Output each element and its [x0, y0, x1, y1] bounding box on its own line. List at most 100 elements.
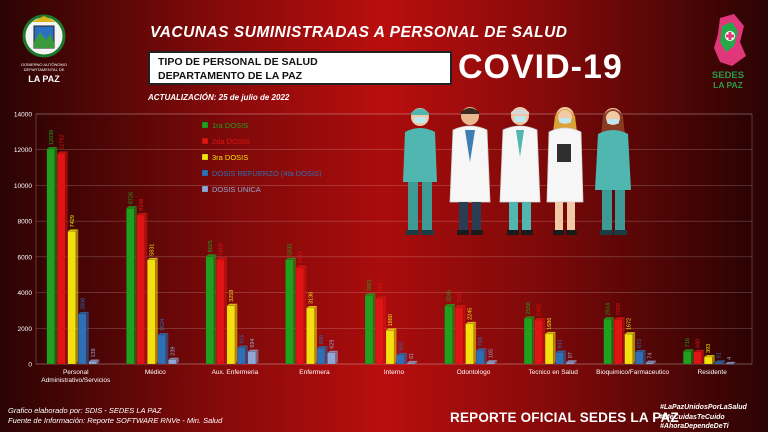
data-label: 5831 — [149, 244, 155, 256]
bar — [725, 363, 734, 365]
data-label: 61 — [409, 353, 415, 359]
data-label: 7429 — [70, 215, 76, 227]
bar-side — [224, 257, 227, 364]
bar-side — [404, 352, 407, 364]
bar — [613, 318, 623, 365]
bar-top — [476, 348, 487, 351]
y-tick-label: 10000 — [14, 183, 32, 190]
bar — [168, 359, 177, 365]
hashtag-3: #AhoraDependeDeTi — [660, 423, 729, 430]
staff-nurse-icon — [595, 108, 631, 235]
bar-side — [303, 265, 307, 364]
bar — [78, 313, 87, 365]
bar — [406, 362, 416, 365]
bar — [205, 256, 215, 365]
bar-side — [324, 346, 328, 364]
page-title: VACUNAS SUMINISTRADAS A PERSONAL DE SALU… — [150, 24, 568, 41]
bar-side — [643, 350, 646, 364]
bar — [714, 362, 723, 365]
bar-top — [205, 254, 217, 257]
bar-top — [534, 318, 546, 321]
footer-credit: Grafico elaborado por: SDIS - SEDES LA P… — [8, 406, 162, 415]
bar-side — [165, 333, 169, 364]
data-label: 393 — [706, 344, 712, 353]
logo-right-text2: LA PAZ — [713, 80, 743, 90]
data-label: 2245 — [468, 308, 474, 320]
bar-side — [234, 303, 238, 364]
bar-side — [574, 360, 577, 364]
logo-left-text1: GOBIERNO AUTÓNOMO — [21, 62, 67, 67]
bar-side — [722, 360, 726, 364]
bar — [126, 207, 135, 365]
legend-label: DOSIS UNICA — [212, 185, 261, 194]
hashtags: #LaPazUnidosPorLaSalud #MeCuidasTeCuido … — [660, 403, 747, 432]
bar — [216, 259, 225, 365]
bar-top — [524, 316, 535, 319]
bar-top — [226, 303, 238, 306]
data-label: 97 — [568, 352, 574, 358]
footer-source: Fuente de Información: Reporte SOFTWARE … — [8, 416, 223, 425]
logo-left-text3: LA PAZ — [28, 74, 60, 84]
bar-top — [136, 212, 148, 215]
bar-side — [542, 318, 546, 364]
data-label: 2558 — [526, 302, 532, 314]
bar-top — [683, 349, 694, 352]
bar-top — [566, 360, 577, 363]
bar-side — [712, 354, 715, 364]
bar-side — [701, 349, 705, 364]
legend-swatch — [201, 121, 209, 129]
bar-top — [645, 360, 657, 363]
data-label: 641 — [558, 339, 564, 348]
data-label: 890 — [319, 335, 325, 344]
data-label: 716 — [685, 338, 691, 347]
official-report-label: REPORTE OFICIAL SEDES LA PAZ — [450, 410, 679, 425]
bar-side — [653, 360, 657, 364]
bar-top — [624, 332, 636, 335]
x-tick-label: Residente — [698, 369, 728, 376]
data-label: 5835 — [287, 244, 293, 256]
staff-doctor-icon — [449, 107, 491, 235]
bar — [226, 305, 236, 365]
bar-top — [57, 151, 68, 154]
subtitle-line1: TIPO DE PERSONAL DE SALUD — [158, 56, 318, 68]
bar-top — [316, 346, 328, 349]
staff-surgeon-icon — [403, 108, 437, 235]
update-date: ACTUALIZACIÓN: 25 de julio de 2022 — [148, 93, 290, 102]
bar — [603, 318, 612, 365]
data-label: 629 — [329, 340, 335, 349]
bar-top — [126, 206, 137, 209]
gobierno-la-paz-logo: GOBIERNO AUTÓNOMO DEPARTAMENTAL DE LA PA… — [21, 14, 67, 84]
y-tick-label: 6000 — [18, 254, 33, 261]
bar-top — [157, 333, 169, 335]
hashtag-1: #LaPazUnidosPorLaSalud — [660, 404, 747, 411]
bar-side — [532, 316, 535, 364]
data-label: 239 — [170, 347, 176, 356]
bar-side — [144, 212, 148, 364]
bar — [285, 259, 294, 365]
x-tick-label: Interno — [384, 369, 405, 376]
bar — [375, 298, 384, 365]
data-label: 510 — [399, 342, 405, 351]
data-label: 672 — [637, 339, 643, 348]
legend-swatch — [201, 169, 209, 177]
bar-top — [386, 328, 397, 331]
bar — [295, 267, 305, 365]
bar — [544, 333, 554, 365]
data-label: 3653 — [378, 283, 384, 295]
bar — [475, 350, 485, 365]
bar-side — [86, 311, 89, 364]
y-tick-label: 2000 — [18, 326, 33, 333]
logo-left-text2: DEPARTAMENTAL DE — [24, 67, 65, 72]
bar-top — [704, 354, 715, 357]
bar-top — [444, 304, 456, 307]
logo-right-text1: SEDES — [712, 70, 744, 81]
bar-side — [96, 359, 100, 364]
data-label: 12038 — [49, 130, 55, 145]
legend-label: 1ra DOSIS — [212, 121, 248, 130]
data-label: 915 — [239, 334, 245, 343]
covid-label: COVID-19 — [458, 48, 623, 86]
legend-layer: 1ra DOSIS 2da DOSIS 3ra DOSIS DOSIS REFUERZ… — [201, 121, 322, 194]
bar — [486, 361, 495, 365]
bar-top — [375, 296, 386, 299]
data-label: 1672 — [627, 318, 633, 330]
